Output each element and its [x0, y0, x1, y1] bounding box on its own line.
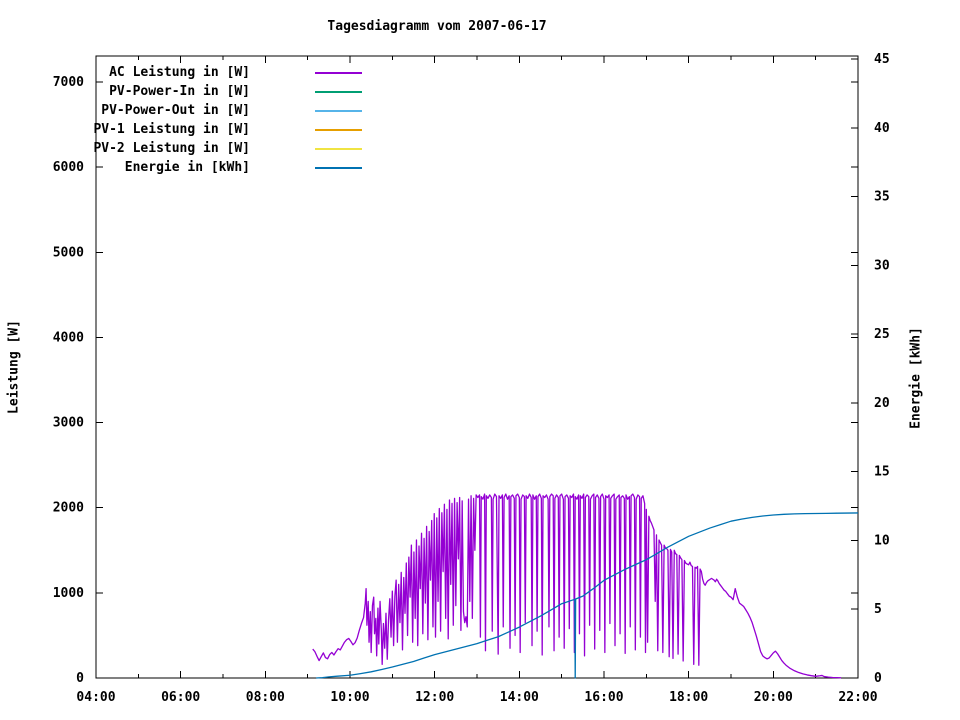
x-tick-label: 06:00: [161, 690, 200, 705]
y-left-tick-label: 7000: [53, 75, 84, 90]
legend-line-sample: [315, 109, 362, 112]
x-tick-label: 12:00: [415, 690, 454, 705]
x-tick-label: 18:00: [669, 690, 708, 705]
chart-title: Tagesdiagramm vom 2007-06-17: [327, 19, 547, 34]
x-tick-label: 08:00: [246, 690, 285, 705]
legend-item: AC Leistung in [W]: [8, 63, 362, 82]
legend-item-label: PV-Power-In in [W]: [109, 84, 250, 99]
legend-line-sample: [315, 71, 362, 74]
y-left-tick-label: 5000: [53, 245, 84, 260]
legend-item: Energie in [kWh]: [8, 158, 362, 177]
legend-line-sample: [315, 90, 362, 93]
legend-item: PV-2 Leistung in [W]: [8, 139, 362, 158]
x-tick-label: 14:00: [500, 690, 539, 705]
legend-item-label: AC Leistung in [W]: [109, 65, 250, 80]
y-right-tick-label: 10: [874, 533, 890, 548]
legend-line-sample: [315, 147, 362, 150]
legend-item: PV-Power-In in [W]: [8, 82, 362, 101]
x-tick-label: 20:00: [754, 690, 793, 705]
y-right-tick-label: 15: [874, 465, 890, 480]
legend-item-label: PV-Power-Out in [W]: [101, 103, 250, 118]
y-axis-label-right: Energie [kWh]: [908, 327, 924, 429]
y-axis-label-left: Leistung [W]: [6, 320, 22, 414]
y-left-tick-label: 6000: [53, 160, 84, 175]
legend-item: PV-Power-Out in [W]: [8, 101, 362, 120]
y-left-tick-label: 2000: [53, 501, 84, 516]
y-left-tick-label: 3000: [53, 416, 84, 431]
series-energie-in-kwh: [316, 512, 859, 679]
legend-item-label: PV-1 Leistung in [W]: [93, 122, 250, 137]
axes: [95, 55, 859, 679]
legend: AC Leistung in [W] PV-Power-In in [W] PV…: [8, 63, 362, 177]
legend-item-label: PV-2 Leistung in [W]: [93, 141, 250, 156]
legend-line-sample: [315, 128, 362, 131]
y-right-tick-label: 35: [874, 190, 890, 205]
y-left-tick-label: 0: [76, 671, 84, 686]
y-right-tick-label: 0: [874, 671, 882, 686]
y-right-tick-label: 45: [874, 52, 890, 67]
legend-item: PV-1 Leistung in [W]: [8, 120, 362, 139]
y-right-tick-label: 30: [874, 258, 890, 273]
x-tick-label: 10:00: [330, 690, 369, 705]
y-right-tick-label: 5: [874, 602, 882, 617]
x-tick-label: 16:00: [584, 690, 623, 705]
y-left-tick-label: 1000: [53, 586, 84, 601]
y-right-tick-label: 25: [874, 327, 890, 342]
legend-line-sample: [315, 166, 362, 169]
y-right-tick-label: 40: [874, 121, 890, 136]
x-tick-label: 22:00: [838, 690, 877, 705]
legend-item-label: Energie in [kWh]: [124, 160, 250, 175]
series-ac-leistung-in-w: [312, 493, 842, 679]
tick-labels: 04:00 06:00 08:00 10:00 12:00 14:00 16:00 18:00…: [53, 52, 890, 705]
y-right-tick-label: 20: [874, 396, 890, 411]
y-left-tick-label: 4000: [53, 330, 84, 345]
series-group: [312, 493, 859, 679]
x-tick-label: 04:00: [76, 690, 115, 705]
